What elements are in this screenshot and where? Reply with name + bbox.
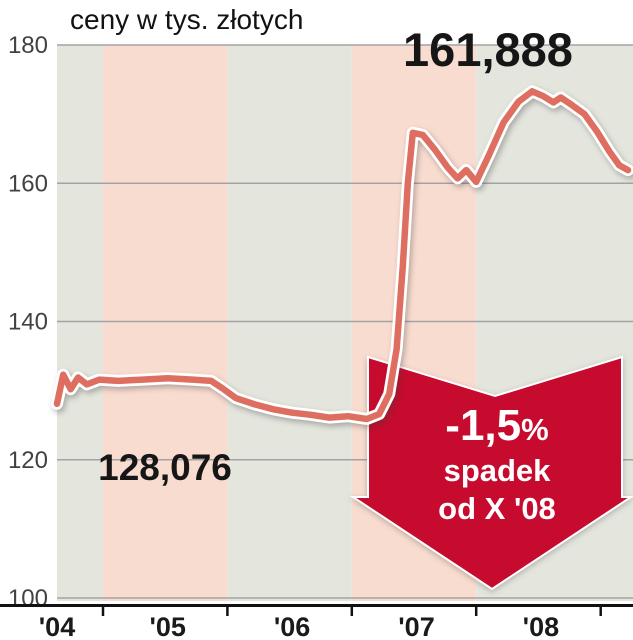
- y-tick-label: 100: [8, 585, 48, 612]
- start-value-annotation: 128,076: [98, 447, 232, 488]
- x-axis-line: [0, 604, 633, 607]
- x-tick-label: '06: [274, 612, 310, 640]
- gridlines-and-ylabels: 180 160 140 120 100: [8, 32, 633, 612]
- arrow-percent-sign: %: [521, 412, 549, 447]
- y-tick-label: 160: [8, 170, 48, 197]
- arrow-percent-value: -1,5: [445, 401, 521, 450]
- y-tick-label: 120: [8, 447, 48, 474]
- x-axis: '04 '05 '06 '07 '08: [0, 604, 633, 640]
- arrow-label-since: od X '08: [438, 491, 556, 526]
- decline-arrow-icon: [349, 355, 633, 591]
- x-tick-label: '08: [523, 612, 559, 640]
- price-line-group: [51, 85, 633, 425]
- peak-value-annotation: 161,888: [403, 23, 573, 76]
- chart-title: ceny w tys. złotych: [70, 4, 303, 35]
- year-band-gray: [227, 45, 352, 601]
- x-tick-label: '07: [398, 612, 434, 640]
- y-tick-label: 140: [8, 309, 48, 336]
- year-band-gray: [57, 45, 103, 601]
- x-tick-label: '05: [149, 612, 185, 640]
- x-tick-label: '04: [39, 612, 75, 640]
- arrow-label-spadek: spadek: [444, 453, 552, 488]
- y-tick-label: 180: [8, 32, 48, 59]
- year-band-pink: [103, 45, 228, 601]
- arrow-percent-text: -1,5%: [445, 401, 548, 450]
- price-line: [53, 88, 632, 423]
